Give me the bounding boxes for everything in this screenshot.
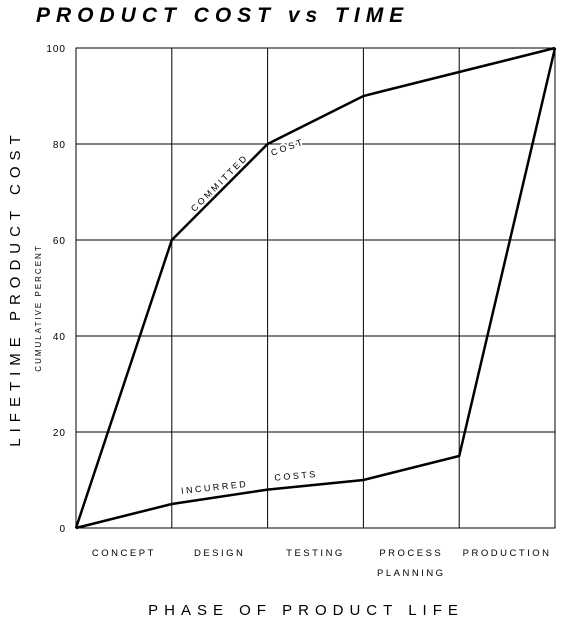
x-axis-categories: CONCEPT DESIGN TESTING PROCESS PLANNING PRODU… [92,548,552,579]
series-label-incurred: COSTS [274,469,318,483]
y-tick-label: 20 [53,428,66,439]
y-tick-label: 80 [53,140,66,151]
y-tick-label: 40 [53,332,66,343]
x-category-label: TESTING [286,548,345,559]
chart-title: PRODUCT COST vs TIME [36,4,409,27]
grid [76,48,555,528]
x-category-label: CONCEPT [92,548,156,559]
x-category-label: PLANNING [377,568,446,579]
plot-frame [75,47,556,529]
y-tick-label: 100 [46,44,66,55]
x-axis-label: PHASE OF PRODUCT LIFE [148,602,464,619]
y-axis-sublabel: CUMULATIVE PERCENT [34,244,43,371]
series-line-incurred-costs [75,47,557,530]
series-line-committed-cost [74,46,556,529]
y-axis-ticks: 0 20 40 60 80 100 [46,44,66,535]
series-label-committed: COMMITTED [189,152,250,214]
y-tick-label: 60 [53,236,66,247]
y-axis-label: LIFETIME PRODUCT COST [7,129,24,446]
series-lines [74,46,557,530]
x-category-label: PRODUCTION [463,548,552,559]
x-category-label: PROCESS [379,548,443,559]
y-tick-label: 0 [59,524,66,535]
x-category-label: DESIGN [194,548,245,559]
